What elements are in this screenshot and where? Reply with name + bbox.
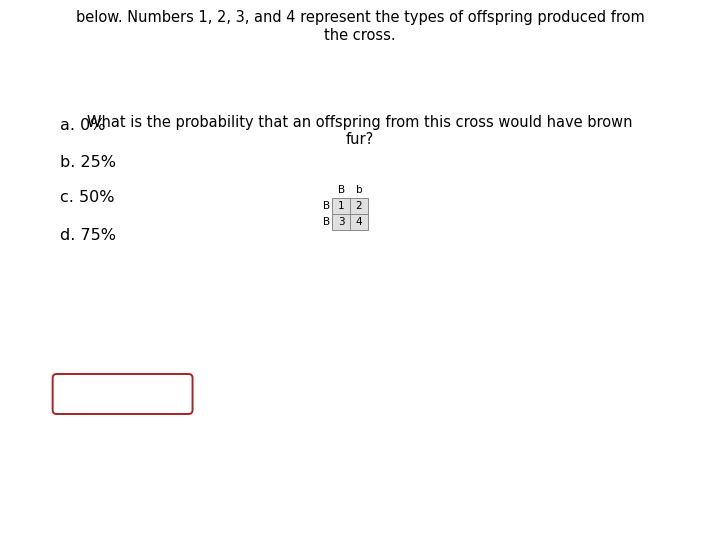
Text: b: b bbox=[356, 185, 362, 195]
Text: b. 25%: b. 25% bbox=[60, 155, 115, 170]
Text: 1: 1 bbox=[338, 201, 345, 211]
Text: c. 50%: c. 50% bbox=[60, 190, 114, 205]
Text: What is the probability that an offspring from this cross would have brown: What is the probability that an offsprin… bbox=[87, 115, 633, 130]
Text: B: B bbox=[323, 217, 330, 227]
Text: fur?: fur? bbox=[346, 132, 374, 147]
Bar bbox=[350, 198, 368, 214]
Bar bbox=[333, 198, 350, 214]
FancyBboxPatch shape bbox=[53, 374, 192, 414]
Text: 2: 2 bbox=[356, 201, 362, 211]
Text: a. 0%: a. 0% bbox=[60, 118, 105, 133]
Bar bbox=[333, 214, 350, 230]
Text: below. Numbers 1, 2, 3, and 4 represent the types of offspring produced from: below. Numbers 1, 2, 3, and 4 represent … bbox=[76, 10, 644, 25]
Text: B: B bbox=[323, 201, 330, 211]
Bar bbox=[350, 214, 368, 230]
Text: d. 75%: d. 75% bbox=[60, 228, 115, 243]
Text: 3: 3 bbox=[338, 217, 345, 227]
Text: the cross.: the cross. bbox=[324, 28, 396, 43]
Text: 4: 4 bbox=[356, 217, 362, 227]
Text: B: B bbox=[338, 185, 345, 195]
